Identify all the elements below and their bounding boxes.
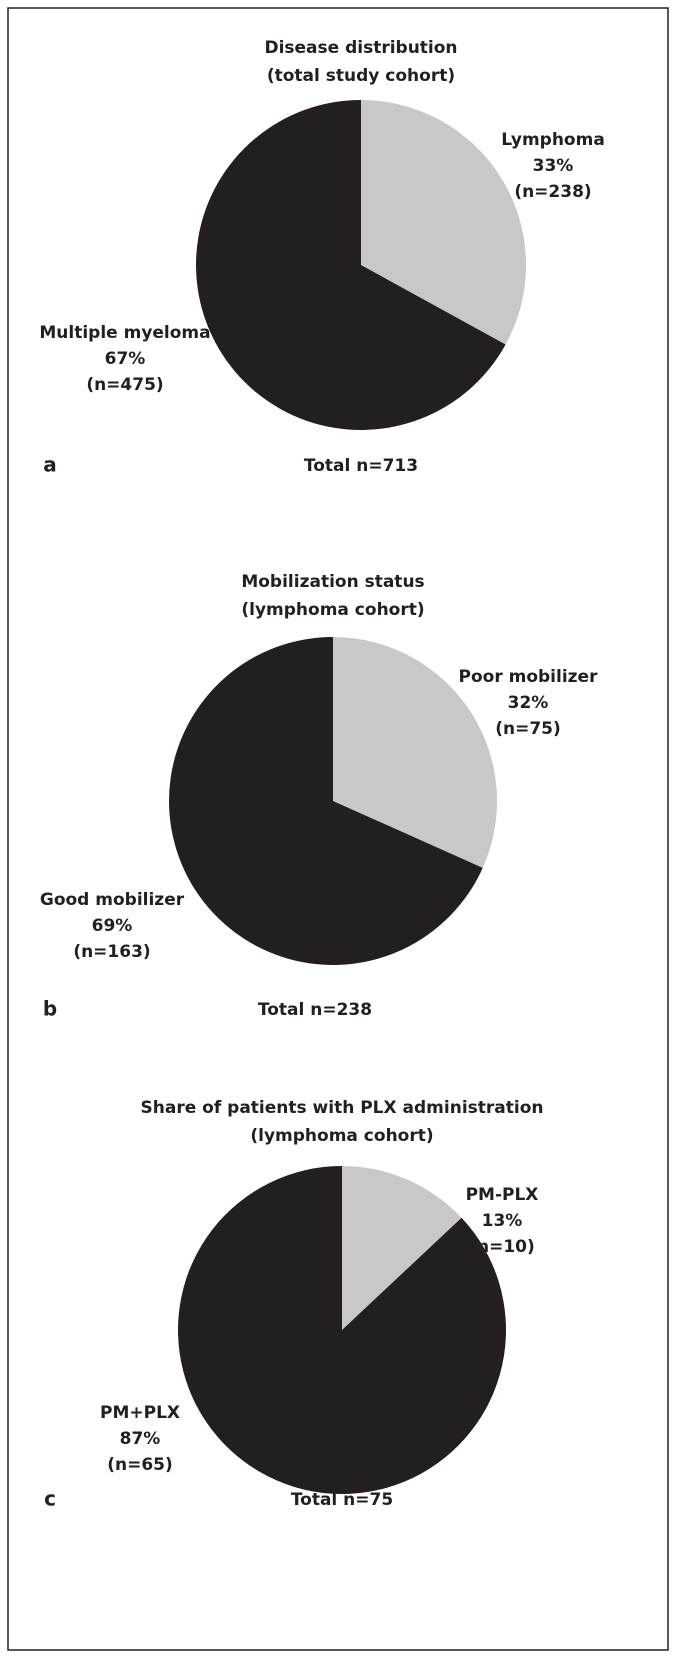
chart-title: Disease distribution xyxy=(264,38,457,58)
slice-percent: 33% xyxy=(533,156,574,176)
slice-label: PM-PLX xyxy=(466,1185,539,1205)
total-note: Total n=75 xyxy=(291,1490,393,1510)
chart-subtitle: (total study cohort) xyxy=(267,66,455,86)
pie-slice xyxy=(169,637,483,965)
slice-label: Lymphoma xyxy=(501,130,605,150)
pie-slice xyxy=(342,1166,462,1330)
slice-count: (n=163) xyxy=(73,942,150,962)
chart-subtitle: (lymphoma cohort) xyxy=(250,1126,433,1146)
slice-percent: 32% xyxy=(508,693,549,713)
frame xyxy=(7,7,669,1651)
slice-count: (n=238) xyxy=(514,182,591,202)
slice-count: (n=75) xyxy=(495,719,561,739)
panel-letter: a xyxy=(43,453,57,477)
slice-label: Poor mobilizer xyxy=(459,667,599,687)
pie-slice xyxy=(361,100,526,345)
total-note: Total n=713 xyxy=(304,456,418,476)
slice-percent: 67% xyxy=(105,349,146,369)
pie-slice xyxy=(195,99,506,430)
slice-label: Multiple myeloma xyxy=(39,323,210,343)
panel-letter: c xyxy=(44,1487,56,1511)
chart-title: Mobilization status xyxy=(241,572,424,592)
slice-percent: 69% xyxy=(92,916,133,936)
slice-label: PM+PLX xyxy=(100,1403,180,1423)
slice-percent: 87% xyxy=(120,1429,161,1449)
panel-letter: b xyxy=(43,997,57,1021)
chart-subtitle: (lymphoma cohort) xyxy=(241,600,424,620)
chart-title: Share of patients with PLX administratio… xyxy=(141,1098,544,1118)
pie-slice xyxy=(333,637,497,868)
pie-slice xyxy=(178,1166,507,1495)
slice-percent: 13% xyxy=(482,1211,523,1231)
slice-label: Good mobilizer xyxy=(40,890,185,910)
slice-count: (n=65) xyxy=(107,1455,173,1475)
slice-count: (n=475) xyxy=(86,375,163,395)
total-note: Total n=238 xyxy=(258,1000,372,1020)
